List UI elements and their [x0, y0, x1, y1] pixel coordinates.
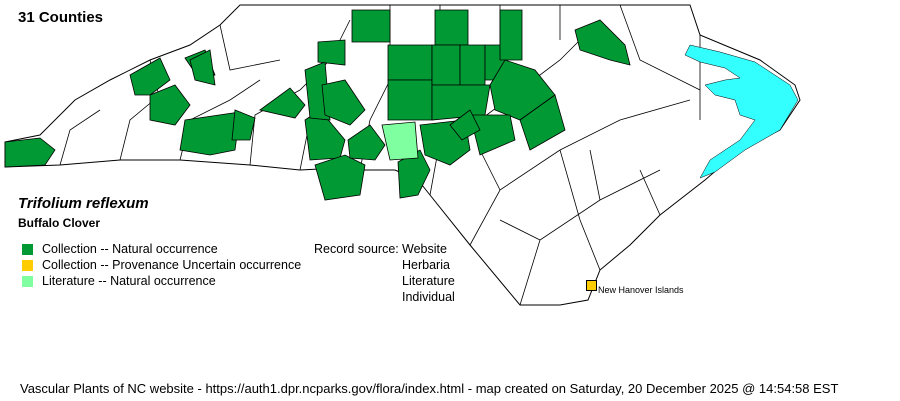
legend-swatch [22, 259, 33, 271]
county-union [314, 154, 366, 201]
county-orange [431, 44, 461, 86]
county-buncombe [149, 84, 191, 126]
legend-swatch [22, 275, 33, 287]
county-cherokee [4, 137, 56, 168]
legend-item-literature-natural: Literature -- Natural occurrence [22, 274, 216, 288]
collection-counties [4, 9, 631, 201]
legend-label: Literature -- Natural occurrence [42, 274, 216, 288]
island-label: New Hanover Islands [598, 285, 684, 295]
legend-swatch [22, 243, 33, 255]
county-rowan [321, 79, 366, 126]
record-source-individual: Individual [402, 290, 455, 304]
record-source-label: Record source: [314, 242, 399, 256]
county-stokes [351, 9, 391, 43]
pamlico-albemarle-sound [684, 44, 799, 179]
county-guilford [387, 44, 433, 81]
county-person [499, 9, 523, 61]
legend-label: Collection -- Natural occurrence [42, 242, 218, 256]
record-source-literature: Literature [402, 274, 455, 288]
record-source-herbaria: Herbaria [402, 258, 450, 272]
county-forsyth [317, 39, 346, 66]
common-name: Buffalo Clover [18, 216, 101, 230]
county-henderson [179, 111, 241, 156]
county-stanly [347, 124, 386, 161]
legend-item-collection-uncertain: Collection -- Provenance Uncertain occur… [22, 258, 301, 272]
county-durham [459, 44, 486, 86]
island-marker [586, 280, 597, 291]
county-caswell [434, 9, 469, 46]
county-haywood [129, 57, 171, 96]
county-catawba [259, 87, 306, 119]
footer-credit: Vascular Plants of NC website - https://… [20, 381, 839, 396]
legend-item-collection-natural: Collection -- Natural occurrence [22, 242, 218, 256]
legend-label: Collection -- Provenance Uncertain occur… [42, 258, 302, 272]
county-harnett [469, 114, 516, 156]
record-source-website: Website [402, 242, 447, 256]
county-burke [231, 109, 256, 141]
scientific-name: Trifolium reflexum [18, 195, 149, 212]
county-halifax [574, 19, 631, 66]
county-count: 31 Counties [18, 9, 104, 26]
county-montgomery-literature [381, 121, 419, 161]
county-mcdowell [189, 49, 216, 86]
county-randolph [387, 79, 433, 121]
county-johnston [519, 94, 566, 151]
county-lee [449, 109, 481, 141]
